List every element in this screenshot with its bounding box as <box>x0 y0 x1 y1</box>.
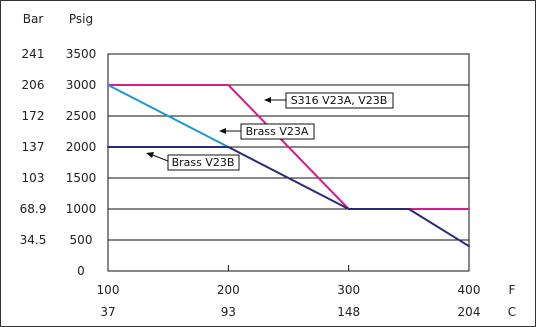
psig-tick-label: 1000 <box>66 202 97 216</box>
bar-tick-label: 34.5 <box>20 233 47 247</box>
psig-tick-label: 2000 <box>66 140 97 154</box>
celsius-tick-label: 93 <box>221 305 236 319</box>
callout-brass-v23b: Brass V23B <box>146 152 240 171</box>
axis-labels: 0 500 1000 1500 2000 2500 3000 3500 34.5 68.9 103 1… <box>20 47 517 319</box>
callout-s316: S316 V23A, V23B <box>264 92 394 109</box>
celsius-tick-label: 204 <box>458 305 481 319</box>
psig-tick-label: 2500 <box>66 109 97 123</box>
callout-brass-v23b-arrow <box>149 153 169 162</box>
callout-brass-v23a-arrowhead <box>219 128 226 134</box>
fahrenheit-tick-label: 400 <box>458 283 481 297</box>
bar-tick-label: 206 <box>22 78 45 92</box>
callout-brass-v23b-label: Brass V23B <box>172 156 235 169</box>
psig-tick-label: 3000 <box>66 78 97 92</box>
psig-tick-label: 1500 <box>66 171 97 185</box>
psig-tick-label: 0 <box>77 264 85 278</box>
series-lines <box>107 84 470 248</box>
callout-brass-v23b-box <box>167 154 240 171</box>
plot-area <box>107 53 470 272</box>
callout-s316-arrowhead <box>264 97 271 103</box>
celsius-tick-label: 148 <box>337 305 360 319</box>
callout-s316-box <box>285 92 394 109</box>
bar-tick-label: 103 <box>22 171 45 185</box>
psig-unit-header: Psig <box>69 12 93 26</box>
callout-brass-v23a-label: Brass V23A <box>246 125 309 138</box>
series-line-2 <box>107 84 230 148</box>
fahrenheit-unit-label: F <box>509 283 516 297</box>
psig-tick-label: 3500 <box>66 47 97 61</box>
bar-tick-label: 172 <box>22 109 45 123</box>
bar-tick-label: 68.9 <box>20 202 47 216</box>
celsius-tick-label: 37 <box>100 305 115 319</box>
fahrenheit-tick-label: 100 <box>97 283 120 297</box>
callout-brass-v23b-arrowhead <box>146 152 154 158</box>
callout-brass-v23a: Brass V23A <box>219 123 315 140</box>
fahrenheit-tick-label: 200 <box>217 283 240 297</box>
psig-tick-label: 500 <box>70 233 93 247</box>
bar-tick-label: 241 <box>22 47 45 61</box>
fahrenheit-tick-label: 300 <box>337 283 360 297</box>
bar-tick-label: 137 <box>22 140 45 154</box>
celsius-unit-label: C <box>508 305 516 319</box>
callout-brass-v23a-box <box>240 123 315 140</box>
bar-unit-header: Bar <box>23 12 44 26</box>
callout-s316-label: S316 V23A, V23B <box>291 94 388 107</box>
series-line-3 <box>107 146 470 248</box>
